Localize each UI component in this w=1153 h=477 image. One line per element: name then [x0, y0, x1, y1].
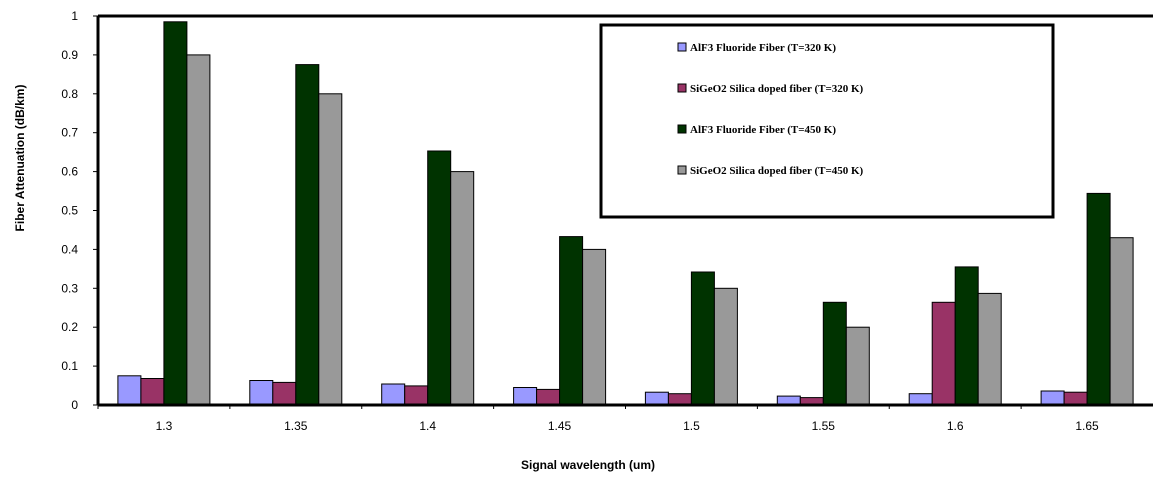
y-tick-label: 0.6 [61, 165, 78, 179]
bar-series-1-1.65 [1041, 391, 1064, 405]
x-tick-label: 1.6 [947, 419, 964, 433]
bar-series-3-1.55 [823, 302, 846, 405]
x-tick-label: 1.55 [812, 419, 836, 433]
y-tick-group: 0 0.1 0.2 0.3 0.4 0.5 0.6 0.7 0.8 0.9 1 [61, 9, 98, 412]
bar-series-4-1.4 [451, 172, 474, 405]
bar-series-3-1.5 [691, 272, 714, 405]
bar-series-4-1.35 [319, 94, 342, 405]
y-tick-label: 0.5 [61, 204, 78, 218]
y-tick-label: 0 [71, 398, 78, 412]
x-tick-label: 1.45 [548, 419, 572, 433]
bar-series-2-1.65 [1064, 392, 1087, 405]
bar-series-2-1.5 [668, 394, 691, 405]
legend-swatch-4 [678, 166, 686, 174]
bar-series-2-1.6 [932, 302, 955, 405]
legend-swatch-1 [678, 43, 686, 51]
y-tick-label: 0.4 [61, 242, 78, 256]
x-axis-title: Signal wavelength (um) [521, 458, 655, 472]
y-axis-title: Fiber Attenuation (dB/km) [13, 85, 27, 232]
bar-series-1-1.5 [645, 392, 668, 405]
y-tick-label: 0.3 [61, 281, 78, 295]
legend-label-2: SiGeO2 Silica doped fiber (T=320 K) [690, 83, 864, 95]
y-tick-label: 0.8 [61, 87, 78, 101]
bar-series-4-1.6 [978, 293, 1001, 405]
x-tick-label: 1.3 [156, 419, 173, 433]
y-tick-label: 1 [71, 9, 78, 23]
legend-swatch-3 [678, 125, 686, 133]
bar-series-3-1.35 [296, 65, 319, 405]
bar-series-3-1.65 [1087, 193, 1110, 405]
y-tick-label: 0.2 [61, 320, 78, 334]
x-tick-label: 1.35 [284, 419, 308, 433]
bar-series-1-1.45 [514, 388, 537, 406]
bar-series-2-1.45 [537, 389, 560, 405]
legend-swatch-2 [678, 84, 686, 92]
x-tick-label: 1.65 [1075, 419, 1099, 433]
bar-series-1-1.6 [909, 394, 932, 405]
bar-series-1-1.3 [118, 376, 141, 405]
y-tick-label: 0.9 [61, 48, 78, 62]
bar-series-4-1.65 [1110, 238, 1133, 405]
bar-series-1-1.4 [382, 384, 405, 405]
x-tick-label: 1.4 [419, 419, 436, 433]
bar-series-4-1.55 [846, 327, 869, 405]
bar-series-3-1.3 [164, 22, 187, 405]
y-tick-label: 0.1 [61, 359, 78, 373]
legend: AlF3 Fluoride Fiber (T=320 K) SiGeO2 Sili… [601, 25, 1053, 217]
bar-series-4-1.5 [714, 288, 737, 405]
y-tick-label: 0.7 [61, 126, 78, 140]
bar-series-4-1.45 [583, 249, 606, 405]
x-tick-group: 1.3 1.35 1.4 1.45 1.5 1.55 1.6 1.65 [98, 405, 1099, 433]
bar-series-1-1.35 [250, 381, 273, 406]
bar-series-3-1.4 [428, 151, 451, 405]
legend-label-3: AlF3 Fluoride Fiber (T=450 K) [690, 124, 836, 136]
bar-series-3-1.45 [560, 237, 583, 405]
bar-series-2-1.35 [273, 382, 296, 405]
legend-label-1: AlF3 Fluoride Fiber (T=320 K) [690, 42, 836, 54]
bar-series-3-1.6 [955, 267, 978, 405]
x-tick-label: 1.5 [683, 419, 700, 433]
bar-series-2-1.4 [405, 386, 428, 405]
legend-label-4: SiGeO2 Silica doped fiber (T=450 K) [690, 165, 864, 177]
bar-series-2-1.3 [141, 379, 164, 406]
bar-series-4-1.3 [187, 55, 210, 405]
